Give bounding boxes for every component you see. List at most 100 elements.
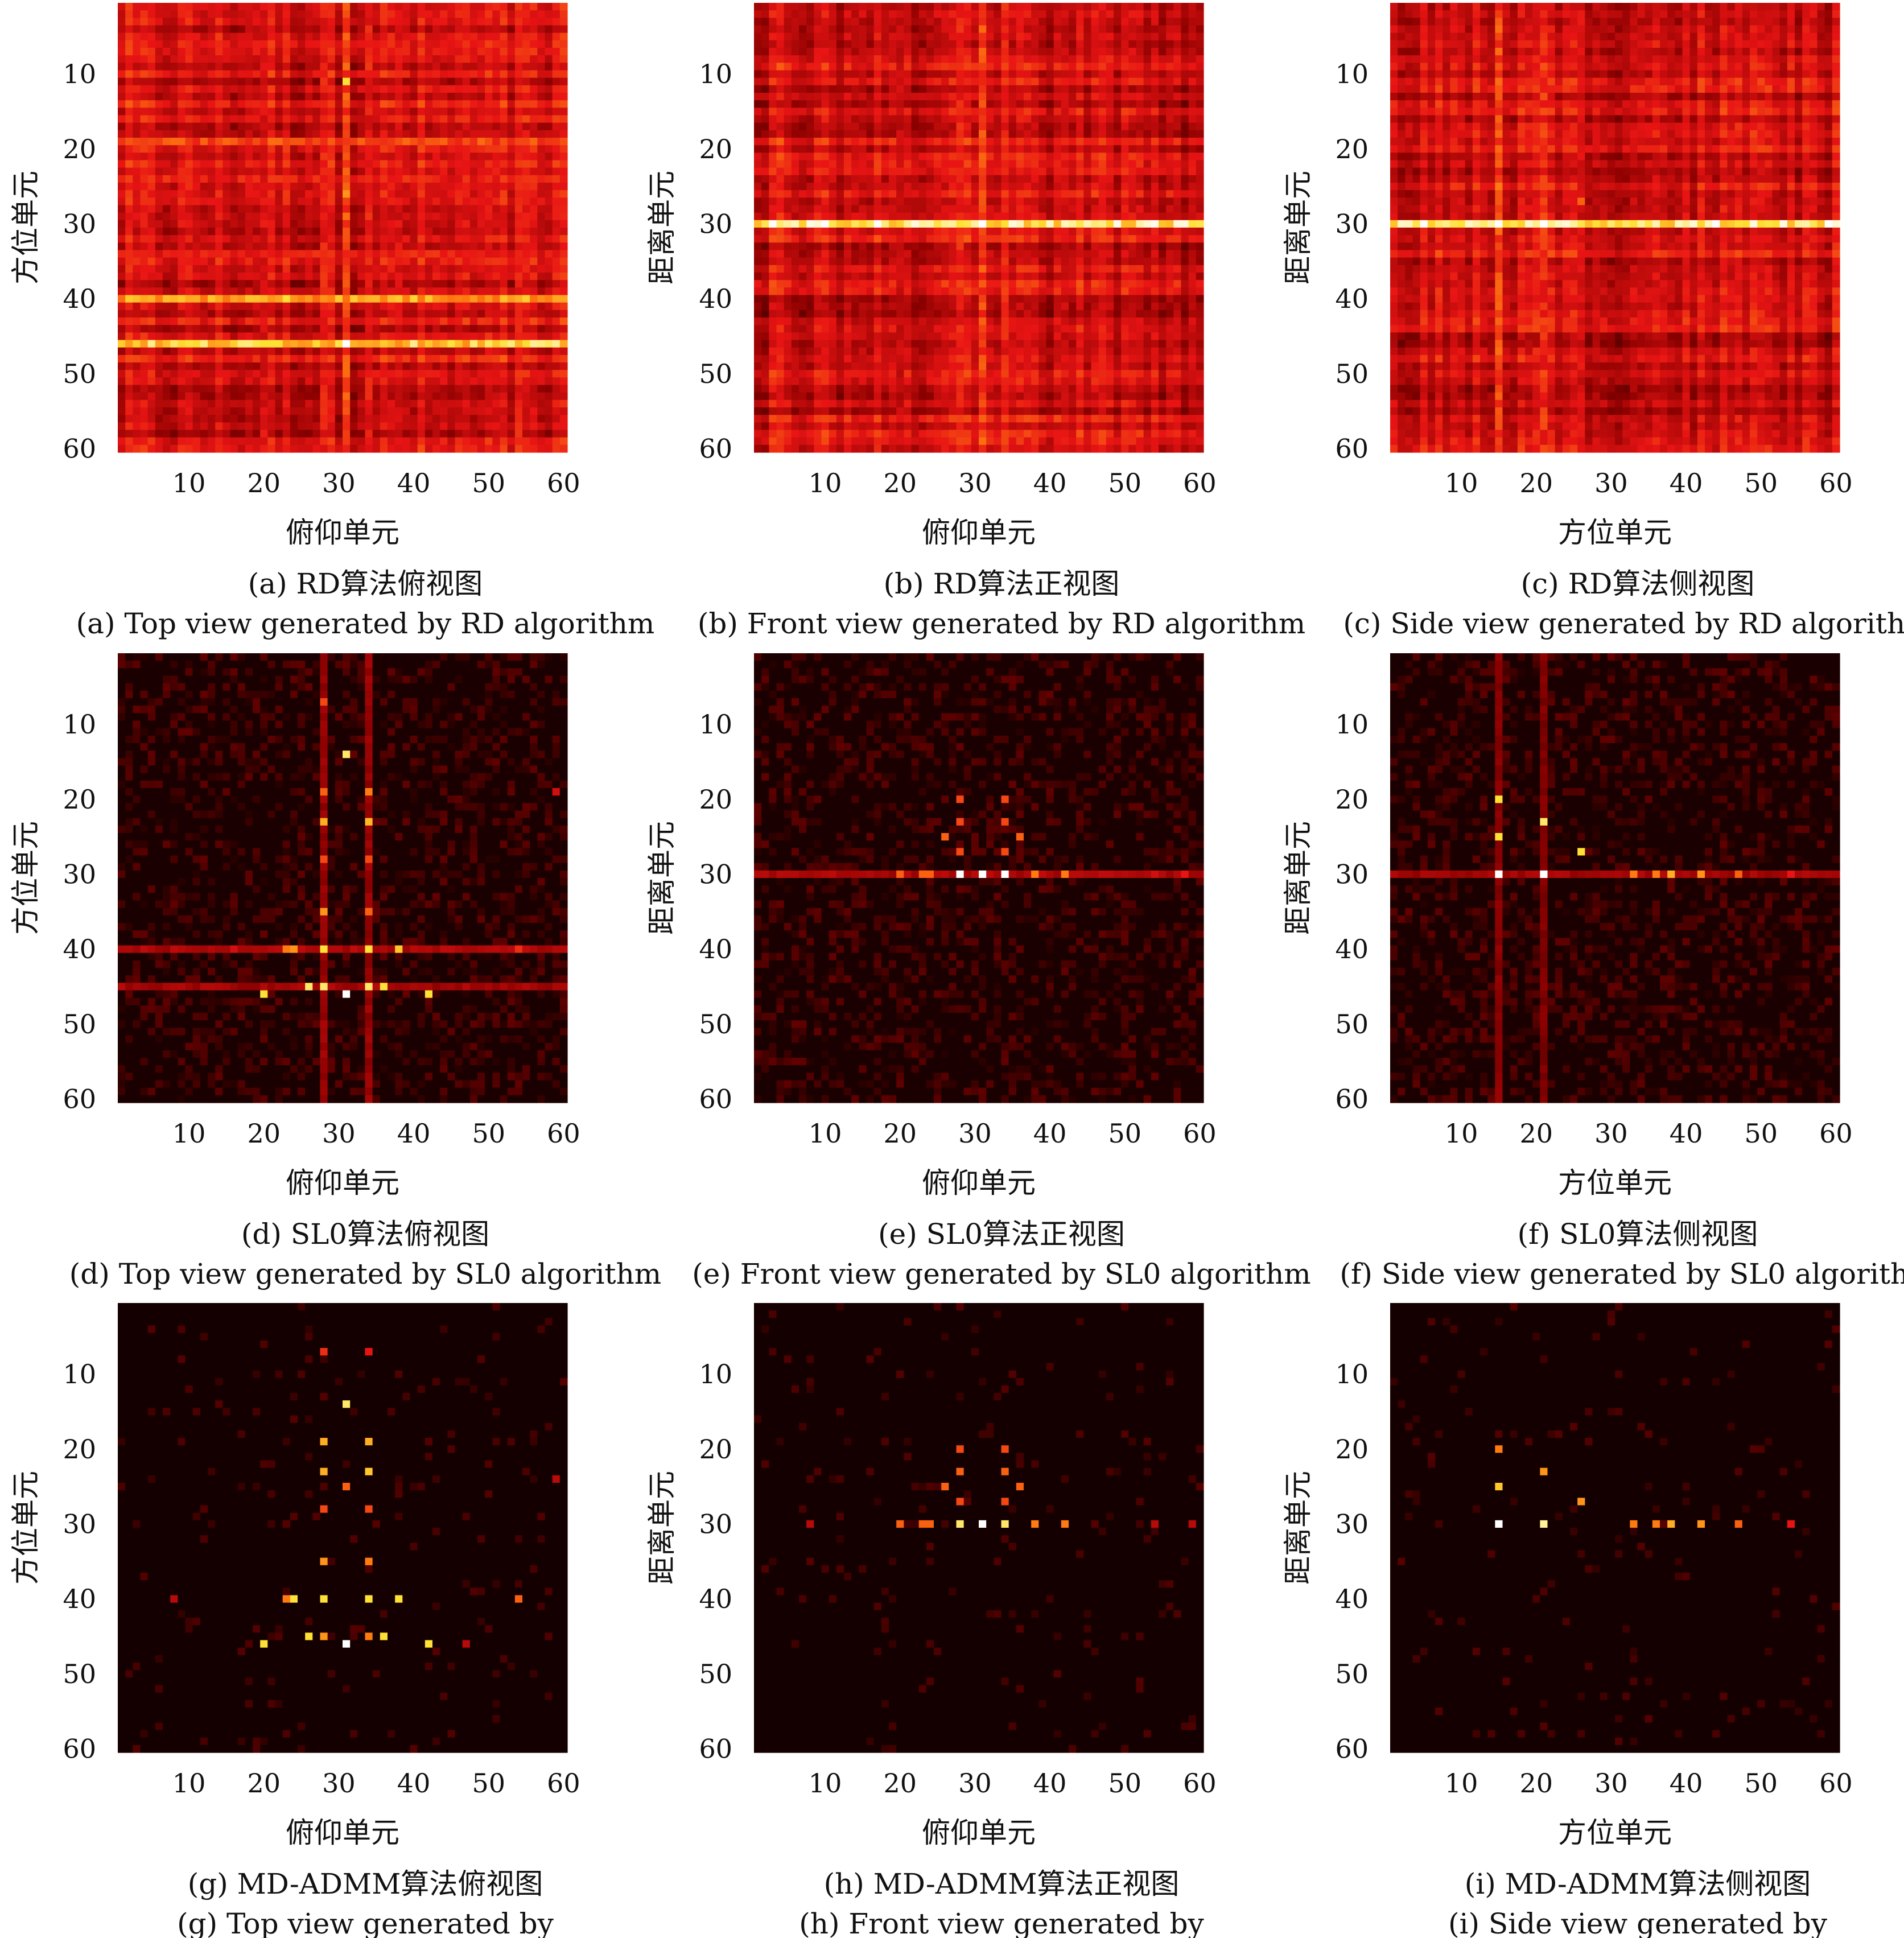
heatmap-cell [1076, 33, 1084, 41]
heatmap-cell [320, 235, 328, 243]
heatmap-cell [125, 438, 133, 446]
heatmap-cell [215, 415, 223, 423]
heatmap-cell [530, 220, 538, 228]
heatmap-cell [141, 93, 149, 101]
heatmap-cell [395, 197, 403, 205]
heatmap-cell [530, 362, 538, 370]
heatmap-cell [357, 250, 365, 258]
heatmap-cell [133, 130, 141, 138]
heatmap-cell [463, 183, 471, 191]
heatmap-cell [388, 280, 395, 288]
heatmap-cell [170, 197, 178, 205]
heatmap-cell [380, 310, 388, 318]
heatmap-cell [477, 250, 485, 258]
heatmap-cell [186, 205, 193, 213]
heatmap-cell [470, 63, 478, 71]
heatmap-cell [440, 340, 448, 348]
heatmap-cell [522, 138, 530, 146]
heatmap-cell [245, 362, 253, 370]
heatmap-cell [350, 220, 358, 228]
heatmap-cell [245, 48, 253, 56]
heatmap-cell [470, 197, 478, 205]
heatmap-cell [155, 415, 163, 423]
heatmap-cell [814, 10, 822, 18]
heatmap-cell [148, 445, 156, 453]
heatmap-cell [395, 332, 403, 340]
heatmap-cell [440, 355, 448, 363]
heatmap-cell [193, 445, 201, 453]
heatmap-cell [283, 362, 291, 370]
heatmap-cell [186, 100, 193, 108]
heatmap-cell [163, 78, 171, 86]
heatmap-cell [312, 393, 320, 401]
heatmap-cell [222, 258, 230, 266]
heatmap-cell [822, 63, 830, 71]
heatmap-cell [388, 407, 395, 415]
heatmap-cell [222, 415, 230, 423]
heatmap-cell [186, 273, 193, 281]
heatmap-cell [275, 183, 283, 191]
heatmap-cell [125, 78, 133, 86]
heatmap-cell [305, 438, 313, 446]
heatmap-cell [163, 265, 171, 273]
heatmap-cell [193, 355, 201, 363]
heatmap-cell [328, 93, 336, 101]
heatmap-cell [447, 265, 455, 273]
heatmap-cell [485, 438, 493, 446]
heatmap-cell [829, 55, 837, 63]
heatmap-cell [508, 310, 516, 318]
heatmap-cell [305, 138, 313, 146]
heatmap-cell [283, 85, 291, 93]
heatmap-cell [1024, 26, 1032, 34]
heatmap-cell [365, 116, 373, 123]
heatmap-cell [275, 130, 283, 138]
heatmap-cell [335, 123, 343, 131]
heatmap-cell [141, 280, 149, 288]
heatmap-cell [178, 393, 186, 401]
heatmap-cell [1181, 3, 1189, 11]
heatmap-cell [560, 145, 568, 153]
heatmap-cell [125, 85, 133, 93]
heatmap-cell [275, 3, 283, 11]
heatmap-cell [806, 10, 814, 18]
heatmap-cell [560, 228, 568, 236]
heatmap-cell [440, 190, 448, 198]
heatmap-cell [777, 33, 785, 41]
heatmap-cell [283, 220, 291, 228]
heatmap-cell [230, 340, 238, 348]
heatmap-cell [222, 116, 230, 123]
heatmap-cell [133, 422, 141, 430]
heatmap-cell [275, 108, 283, 116]
heatmap-cell [163, 145, 171, 153]
heatmap-cell [283, 370, 291, 378]
heatmap-cell [155, 10, 163, 18]
heatmap-cell [215, 197, 223, 205]
heatmap-cell [418, 71, 426, 79]
heatmap-cell [881, 40, 889, 48]
heatmap-cell [335, 40, 343, 48]
heatmap-cell [1002, 40, 1009, 48]
heatmap-cell [275, 152, 283, 160]
heatmap-cell [230, 303, 238, 311]
heatmap-cell [238, 438, 246, 446]
heatmap-cell [388, 40, 395, 48]
heatmap-cell [485, 400, 493, 408]
heatmap-cell [141, 190, 149, 198]
heatmap-cell [186, 235, 193, 243]
heatmap-cell [357, 228, 365, 236]
heatmap-cell [508, 48, 516, 56]
heatmap-cell [485, 340, 493, 348]
heatmap-cell [402, 295, 410, 303]
heatmap-cell [125, 422, 133, 430]
heatmap-cell [1181, 40, 1189, 48]
heatmap-cell [343, 400, 351, 408]
heatmap-cell [418, 295, 426, 303]
heatmap-cell [470, 160, 478, 168]
heatmap-cell [186, 280, 193, 288]
heatmap-cell [500, 183, 508, 191]
heatmap-cell [141, 400, 149, 408]
heatmap-cell [1083, 63, 1091, 71]
heatmap-cell [470, 183, 478, 191]
heatmap-cell [545, 130, 553, 138]
heatmap-cell [170, 18, 178, 26]
